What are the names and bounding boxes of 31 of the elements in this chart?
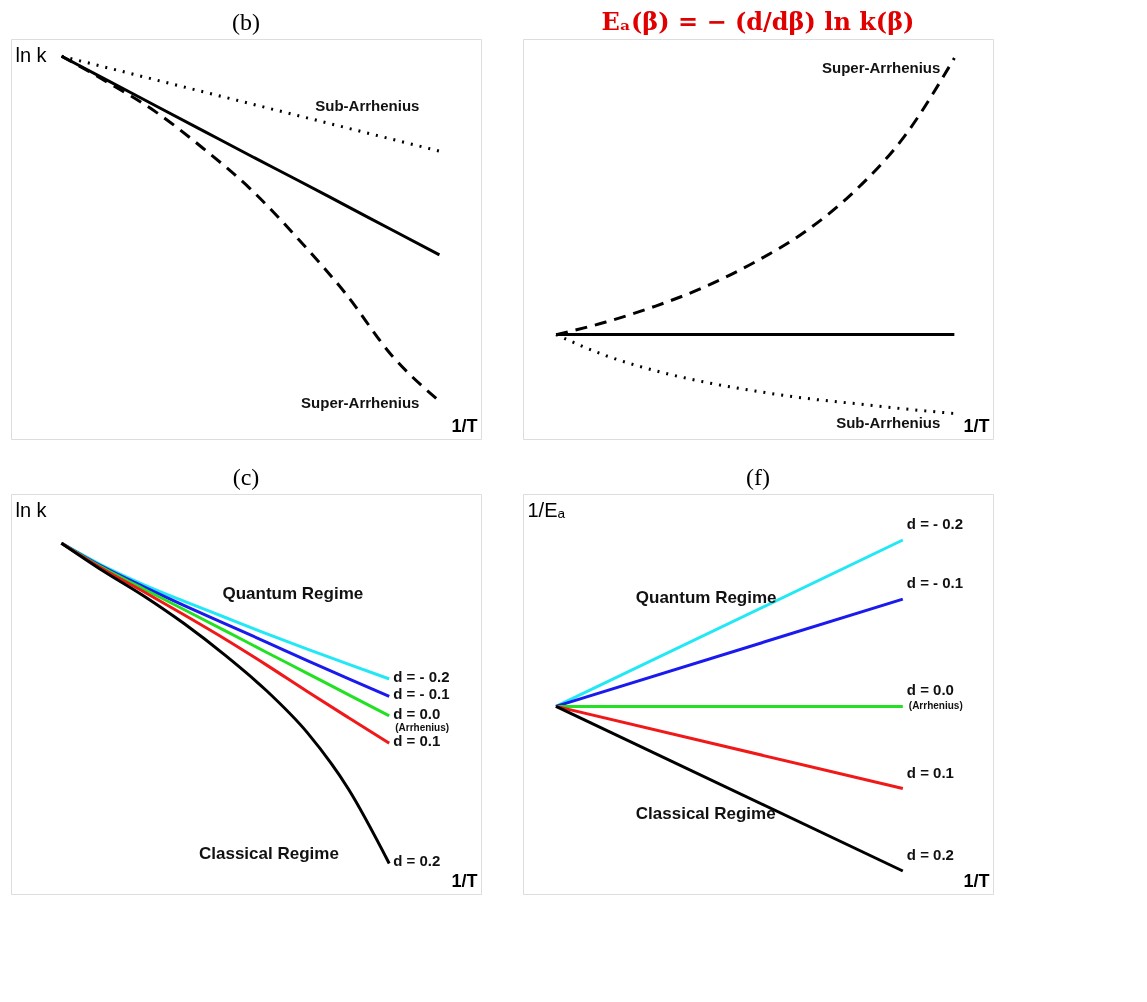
chart-title: Eₐ(β) = − (d/dβ) ln k(β) <box>601 7 915 36</box>
y-axis-title: 1/Eₐ <box>527 498 566 521</box>
chart-title: (b) <box>232 9 260 35</box>
series-label: d = - 0.2 <box>906 515 964 533</box>
annotation: (Arrhenius) <box>908 700 963 712</box>
annotation: Quantum Regime <box>222 584 364 603</box>
series-label: d = 0.2 <box>393 852 441 870</box>
series-label: d = 0.1 <box>906 763 954 781</box>
y-axis-title: ln k <box>15 498 48 521</box>
x-axis-title: 1/T <box>963 415 990 436</box>
series-label: d = 0.1 <box>393 732 441 750</box>
series-label: Sub-Arrhenius <box>836 414 941 432</box>
y-axis-title: ln k <box>15 43 48 66</box>
annotation: Classical Regime <box>199 844 339 863</box>
series-label: d = 0.2 <box>906 845 954 863</box>
chart-title: (f) <box>746 464 770 490</box>
annotation: Quantum Regime <box>635 588 777 607</box>
series-label: d = 0.0 <box>906 681 954 699</box>
x-axis-title: 1/T <box>963 870 990 891</box>
series-label: d = 0.0 <box>393 704 441 722</box>
series-label: d = - 0.2 <box>393 667 450 685</box>
series-label: Super-Arrhenius <box>301 394 420 412</box>
series-label: Sub-Arrhenius <box>315 97 420 115</box>
x-axis-title: 1/T <box>451 870 478 891</box>
series-label: Super-Arrhenius <box>822 59 941 77</box>
annotation: (Arrhenius) <box>395 721 450 733</box>
series-label: d = - 0.1 <box>906 574 964 592</box>
series-label: d = - 0.1 <box>393 685 450 703</box>
x-axis-title: 1/T <box>451 415 478 436</box>
chart-title: (c) <box>232 464 260 490</box>
annotation: Classical Regime <box>635 804 776 823</box>
